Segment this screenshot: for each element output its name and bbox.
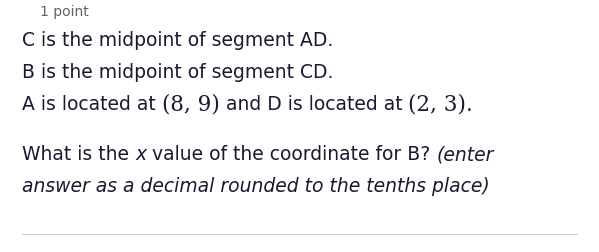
Text: A is located at: A is located at: [22, 94, 162, 113]
Text: value of the coordinate for B?: value of the coordinate for B?: [146, 145, 437, 164]
Text: B is the midpoint of segment CD.: B is the midpoint of segment CD.: [22, 62, 334, 81]
Text: What is the: What is the: [22, 145, 135, 164]
Text: answer as a decimal rounded to the tenths place): answer as a decimal rounded to the tenth…: [22, 177, 490, 196]
Text: x: x: [135, 145, 146, 164]
Text: 1 point: 1 point: [40, 5, 89, 19]
Text: (8, 9): (8, 9): [162, 93, 220, 115]
Text: (enter: (enter: [437, 145, 494, 164]
Text: (2, 3).: (2, 3).: [409, 93, 473, 115]
Text: and D is located at: and D is located at: [220, 94, 409, 113]
Text: C is the midpoint of segment AD.: C is the midpoint of segment AD.: [22, 30, 333, 49]
